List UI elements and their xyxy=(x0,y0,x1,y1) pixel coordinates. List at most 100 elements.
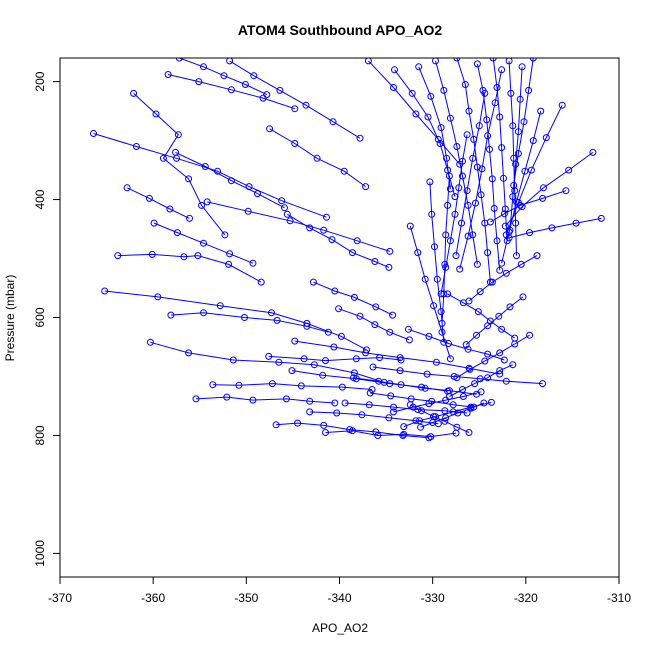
data-point xyxy=(453,374,461,382)
series-profile xyxy=(265,352,405,365)
series-profile xyxy=(473,60,504,274)
series-line xyxy=(504,151,594,227)
data-point xyxy=(484,374,492,382)
data-point xyxy=(529,137,537,145)
data-point xyxy=(512,160,520,168)
series-profile xyxy=(150,219,257,267)
data-point xyxy=(481,89,489,97)
data-point xyxy=(223,393,231,401)
data-point xyxy=(148,250,156,258)
data-point xyxy=(306,397,314,405)
data-point xyxy=(400,430,408,438)
series-line xyxy=(325,430,457,438)
series-line xyxy=(179,58,268,96)
data-point xyxy=(506,303,514,311)
data-point xyxy=(572,219,580,227)
series-line xyxy=(508,217,602,239)
data-point xyxy=(249,259,257,267)
data-point xyxy=(272,421,280,429)
series-profile xyxy=(415,63,454,193)
series-profile xyxy=(309,278,397,319)
x-tick-label: -360 xyxy=(141,591,165,605)
data-point xyxy=(396,354,404,362)
data-point xyxy=(275,358,283,366)
data-point xyxy=(442,414,450,422)
data-point xyxy=(446,185,454,193)
series-profile xyxy=(322,427,460,441)
data-point xyxy=(507,89,515,97)
data-point xyxy=(386,328,394,336)
data-point xyxy=(514,128,522,136)
data-point xyxy=(356,312,364,320)
data-point xyxy=(473,260,481,268)
data-point xyxy=(421,275,429,283)
series-line xyxy=(476,63,501,271)
series-line xyxy=(429,181,445,343)
data-point xyxy=(434,135,442,143)
data-point xyxy=(461,81,469,88)
data-point xyxy=(473,331,480,339)
data-point xyxy=(478,165,486,173)
data-point xyxy=(511,340,519,348)
data-point xyxy=(330,343,338,351)
series-line xyxy=(167,74,295,110)
data-point xyxy=(425,434,433,442)
data-point xyxy=(451,210,459,218)
data-point xyxy=(539,194,547,202)
series-line xyxy=(418,66,451,189)
data-point xyxy=(484,322,492,330)
data-point xyxy=(454,409,462,417)
series-profile xyxy=(175,58,271,99)
series-profile xyxy=(453,331,534,382)
x-axis-label: APO_AO2 xyxy=(312,621,368,635)
data-point xyxy=(164,71,172,78)
data-point xyxy=(500,356,508,364)
data-point xyxy=(490,204,498,212)
chart-title: ATOM4 Southbound APO_AO2 xyxy=(238,22,443,38)
data-point xyxy=(498,66,506,74)
data-point xyxy=(282,395,290,403)
data-point xyxy=(481,357,489,365)
data-point xyxy=(440,290,448,298)
data-point xyxy=(501,222,509,230)
data-point xyxy=(464,345,472,353)
data-point xyxy=(265,352,273,360)
data-point xyxy=(459,386,466,393)
data-point xyxy=(496,349,504,357)
data-point xyxy=(424,113,432,121)
y-tick-label: 1000 xyxy=(33,540,47,567)
series-line xyxy=(456,58,491,283)
data-point xyxy=(548,224,556,232)
data-point xyxy=(446,114,454,122)
data-point xyxy=(465,107,473,115)
data-point xyxy=(437,124,445,132)
data-point xyxy=(340,167,348,175)
data-point xyxy=(464,232,472,240)
data-point xyxy=(391,66,398,74)
x-tick-label: -320 xyxy=(514,591,538,605)
data-point xyxy=(281,204,288,212)
data-point xyxy=(132,143,140,150)
series-profile xyxy=(283,210,393,271)
series-line xyxy=(150,341,385,383)
data-point xyxy=(123,184,131,192)
data-point xyxy=(486,278,494,286)
series-line xyxy=(104,290,367,351)
data-point xyxy=(310,361,318,369)
data-point xyxy=(428,210,436,218)
series-profile xyxy=(192,393,339,407)
series-profile xyxy=(203,198,394,255)
series-line xyxy=(449,364,514,397)
data-point xyxy=(294,419,302,427)
data-point xyxy=(459,393,467,400)
y-tick-label: 800 xyxy=(33,425,47,445)
data-point xyxy=(200,63,207,71)
data-point xyxy=(455,184,463,192)
data-point xyxy=(328,236,336,244)
series-profile xyxy=(114,250,265,286)
series-line xyxy=(353,377,477,395)
data-point xyxy=(400,423,408,431)
series-line xyxy=(313,281,393,316)
data-point xyxy=(446,355,454,363)
